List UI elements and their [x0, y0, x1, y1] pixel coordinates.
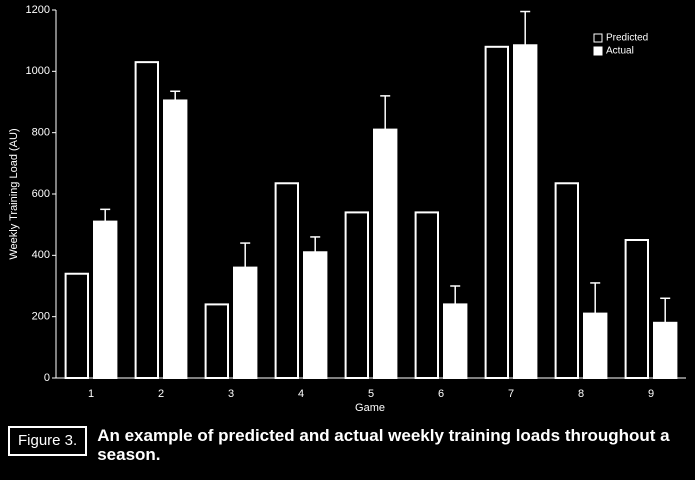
bar	[554, 182, 579, 379]
legend-label: Actual	[606, 46, 634, 57]
legend-label: Predicted	[606, 33, 648, 44]
chart: Weekly Training Load (AU) Game 0 200 400 60…	[8, 4, 686, 414]
x-tick-label: 6	[438, 388, 444, 400]
y-tick-label: 200	[32, 311, 50, 323]
bar	[204, 303, 230, 379]
bar	[583, 312, 608, 380]
y-tick-label: 400	[32, 249, 50, 261]
bar	[484, 45, 510, 380]
bar	[653, 321, 678, 379]
x-tick-label: 8	[578, 388, 584, 400]
legend-swatch	[593, 33, 603, 43]
caption-text: An example of predicted and actual weekl…	[97, 426, 670, 464]
bar	[93, 220, 118, 379]
bar	[163, 99, 188, 379]
x-tick-label: 9	[648, 388, 654, 400]
x-axis-title: Game	[355, 402, 385, 414]
y-tick-label: 1000	[26, 65, 50, 77]
bar	[303, 251, 328, 379]
x-tick-label: 2	[158, 388, 164, 400]
y-tick-label: 1200	[26, 4, 50, 16]
x-tick-label: 7	[508, 388, 514, 400]
bar	[373, 128, 398, 379]
caption: Figure 3. An example of predicted and ac…	[8, 426, 688, 464]
y-tick-label: 800	[32, 127, 50, 139]
legend-swatch	[593, 46, 603, 56]
x-tick-label: 3	[228, 388, 234, 400]
bar	[513, 44, 538, 380]
bar	[233, 266, 258, 380]
x-tick-label: 1	[88, 388, 94, 400]
y-tick-label: 600	[32, 188, 50, 200]
bar	[134, 61, 160, 380]
x-tick-label: 5	[368, 388, 374, 400]
y-axis-title: Weekly Training Load (AU)	[8, 128, 20, 259]
bar	[64, 272, 89, 380]
bar	[274, 182, 300, 379]
figure-label: Figure 3.	[8, 426, 88, 456]
bar	[624, 239, 649, 379]
y-tick-label: 0	[44, 372, 50, 384]
bar	[443, 303, 468, 379]
x-tick-label: 4	[298, 388, 304, 400]
bar	[414, 211, 440, 379]
bar	[344, 211, 370, 379]
